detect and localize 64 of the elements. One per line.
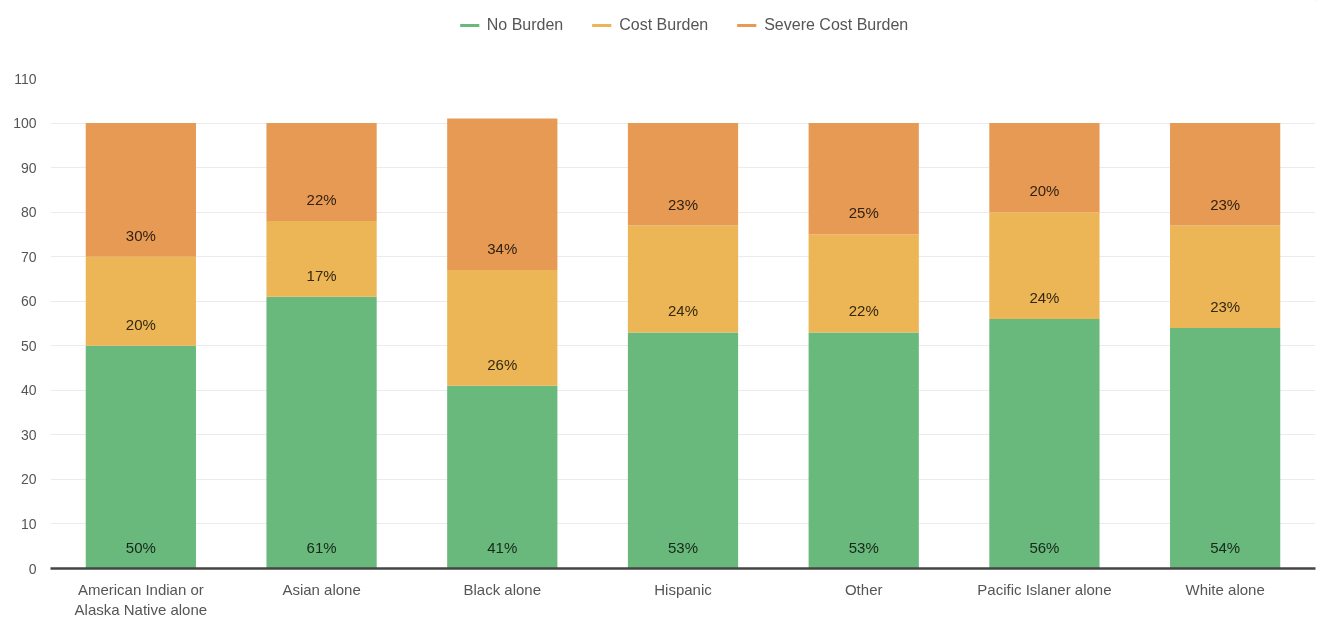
data-label: 22% (306, 191, 337, 209)
bar (808, 123, 919, 235)
bar (1170, 225, 1281, 328)
bar (266, 296, 377, 569)
y-tick-label: 110 (14, 70, 37, 87)
data-label: 24% (667, 302, 699, 320)
data-label: 25% (848, 204, 879, 222)
y-tick-label: 80 (20, 204, 37, 221)
data-label: 53% (848, 538, 879, 556)
bar (989, 212, 1100, 320)
y-tick-label: 60 (20, 293, 37, 310)
y-tick-label: 40 (20, 382, 37, 399)
data-label: 50% (125, 538, 156, 556)
data-label: 61% (306, 538, 337, 556)
y-tick-label: 0 (28, 560, 37, 577)
bar (447, 118, 558, 271)
data-label: 23% (1210, 195, 1241, 213)
y-tick-label: 90 (20, 159, 37, 176)
bar (1170, 327, 1281, 569)
x-tick-label: American Indian or Alaska Native alone (74, 580, 208, 618)
bar (627, 225, 739, 333)
bar (85, 345, 196, 569)
legend-label: Severe Cost Burden (764, 16, 909, 34)
bar (266, 123, 377, 222)
bar (808, 234, 919, 333)
bar (989, 123, 1100, 213)
x-tick-label: Black alone (463, 580, 542, 598)
data-label: 41% (487, 538, 518, 556)
data-label: 34% (487, 240, 518, 258)
bar (808, 332, 919, 569)
y-tick-label: 10 (20, 515, 37, 532)
y-tick-label: 20 (20, 471, 37, 488)
data-label: 20% (1029, 182, 1060, 200)
bar (1170, 123, 1281, 226)
bar (85, 256, 196, 346)
data-label: 56% (1029, 538, 1060, 556)
x-tick-label: White alone (1185, 580, 1265, 598)
y-tick-label: 30 (20, 426, 37, 443)
data-label: 17% (306, 266, 337, 284)
bar (85, 123, 196, 257)
x-tick-label: Pacific Islaner alone (977, 580, 1112, 598)
y-tick-label: 100 (13, 115, 37, 132)
data-label: 54% (1210, 538, 1241, 556)
bar (989, 319, 1100, 569)
x-tick-label: Asian alone (282, 580, 361, 598)
bar (266, 221, 377, 297)
x-tick-label: Other (844, 580, 883, 598)
legend-label: No Burden (486, 16, 564, 34)
data-label: 20% (125, 315, 156, 333)
x-tick-label: Hispanic (654, 580, 713, 598)
data-label: 24% (1029, 289, 1060, 307)
y-tick-label: 50 (20, 337, 37, 354)
data-label: 23% (667, 195, 699, 213)
data-label: 30% (125, 226, 156, 244)
data-label: 53% (667, 538, 699, 556)
data-label: 22% (848, 302, 879, 320)
y-tick-label: 70 (20, 248, 37, 265)
data-label: 26% (487, 355, 518, 373)
data-label: 23% (1210, 297, 1241, 315)
bar (447, 270, 558, 386)
bar (627, 332, 739, 569)
bar (627, 123, 739, 226)
bar (447, 385, 558, 569)
legend-label: Cost Burden (619, 16, 709, 34)
